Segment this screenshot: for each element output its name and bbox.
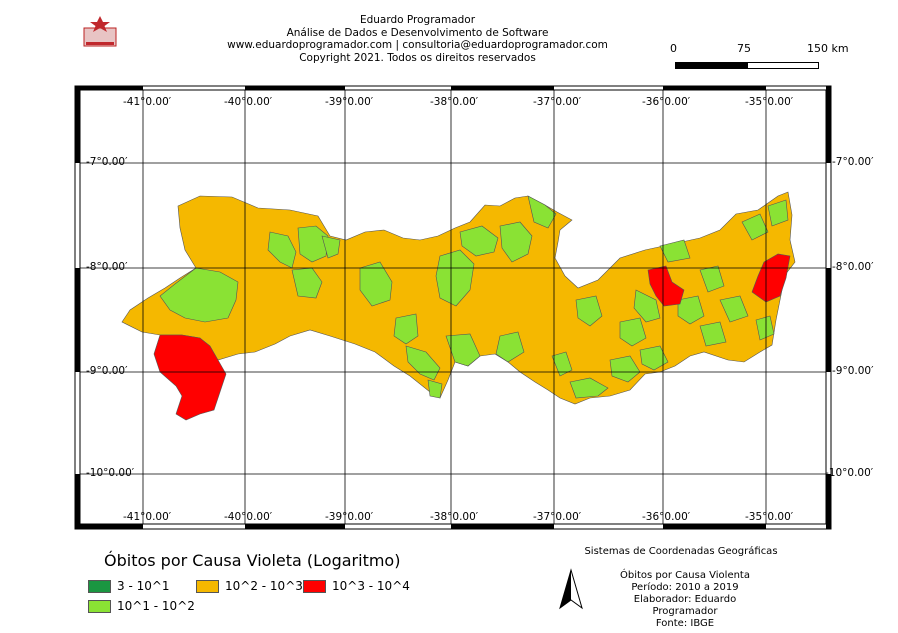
region-green-17 (569, 377, 609, 399)
region-green-18 (575, 295, 603, 327)
info-source: Fonte: IBGE (655, 618, 715, 629)
map-info: Óbitos por Causa Violenta Período: 2010 … (600, 570, 770, 630)
lat-label-left: -9°0.00′ (86, 365, 128, 377)
lat-label-left: -8°0.00′ (86, 261, 128, 273)
lat-label-right: -8°0.00′ (832, 261, 874, 273)
legend-swatch (88, 599, 111, 613)
lon-label-bottom: -41°0.00′ (123, 511, 172, 523)
lon-label-bottom: -36°0.00′ (642, 511, 691, 523)
choropleth-regions (121, 191, 796, 421)
info-title: Óbitos por Causa Violenta (620, 570, 750, 581)
region-green-24 (699, 265, 725, 293)
author-name: Eduardo Programador (359, 14, 476, 26)
region-green-30 (755, 315, 775, 341)
region-red-petrolina (153, 334, 227, 421)
author-subtitle: Análise de Dados e Desenvolvimento de So… (286, 26, 549, 39)
scale-segment-white (747, 62, 819, 69)
north-arrow-icon (558, 568, 584, 614)
region-green-23 (677, 295, 705, 325)
region-green-15 (495, 331, 525, 363)
region-green-13 (405, 345, 441, 381)
lon-label-top: -38°0.00′ (430, 96, 479, 108)
lon-label-top: -39°0.00′ (325, 96, 374, 108)
region-green-12 (445, 333, 481, 367)
legend-label: 10^3 - 10^4 (332, 579, 410, 593)
region-green-27 (719, 295, 749, 323)
legend-label: 10^1 - 10^2 (117, 599, 195, 613)
copyright: Copyright 2021. Todos os direitos reserv… (299, 51, 536, 64)
legend-title: Óbitos por Causa Violeta (Logaritmo) (104, 551, 401, 570)
lat-label-right: -7°0.00′ (832, 156, 874, 168)
region-green-19 (619, 317, 647, 347)
legend-swatch (196, 579, 219, 593)
region-green-6 (359, 261, 393, 307)
region-green-28 (659, 239, 691, 263)
region-green-10 (499, 221, 533, 263)
lon-label-top: -37°0.00′ (533, 96, 582, 108)
region-red-recife (751, 253, 791, 303)
region-green-14 (427, 379, 443, 399)
region-green-8 (435, 249, 475, 307)
lat-label-right: -9°0.00′ (832, 365, 874, 377)
legend-item: 10^3 - 10^4 (303, 579, 410, 593)
scale-label-0: 0 (670, 42, 677, 55)
lon-label-bottom: -40°0.00′ (224, 511, 273, 523)
company-logo (80, 14, 120, 50)
legend-label: 3 - 10^1 (117, 579, 170, 593)
lon-label-top: -40°0.00′ (224, 96, 273, 108)
lon-label-bottom: -37°0.00′ (533, 511, 582, 523)
scale-segment-black (675, 62, 747, 69)
lon-label-bottom: -39°0.00′ (325, 511, 374, 523)
scale-label-150: 150 km (807, 42, 849, 55)
legend-item: 3 - 10^1 (88, 579, 170, 593)
legend-item: 10^1 - 10^2 (88, 599, 195, 613)
lon-label-bottom: -38°0.00′ (430, 511, 479, 523)
legend-label: 10^2 - 10^3 (225, 579, 303, 593)
map-frame (74, 85, 832, 530)
author-contact: www.eduardoprogramador.com | consultoria… (227, 39, 608, 51)
region-green-21 (609, 355, 641, 383)
region-green-11 (527, 195, 557, 229)
info-period: Período: 2010 a 2019 (631, 582, 739, 593)
scale-label-75: 75 (737, 42, 751, 55)
region-green-16 (551, 351, 573, 377)
region-green-7 (393, 313, 419, 345)
region-green-20 (633, 289, 661, 323)
scale-bar: 0 75 150 km (665, 42, 855, 74)
region-green-22 (639, 345, 669, 371)
region-green-1 (159, 267, 239, 323)
coordinate-system: Sistemas de Coordenadas Geográficas (584, 546, 778, 557)
legend-swatch (88, 579, 111, 593)
lon-label-top: -35°0.00′ (745, 96, 794, 108)
lat-label-left: -10°0.00′ (86, 467, 135, 479)
lon-label-top: -36°0.00′ (642, 96, 691, 108)
region-green-25 (741, 213, 769, 241)
graticule (80, 90, 826, 524)
region-green-4 (321, 235, 341, 259)
lat-label-right: -10°0.00′ (825, 467, 874, 479)
lon-label-top: -41°0.00′ (123, 96, 172, 108)
region-green-3 (297, 225, 329, 263)
region-green-26 (767, 199, 789, 227)
legend-swatch (303, 579, 326, 593)
lon-label-bottom: -35°0.00′ (745, 511, 794, 523)
map-header: Eduardo Programador Análise de Dados e D… (180, 14, 655, 64)
info-author: Elaborador: Eduardo Programador (633, 594, 737, 617)
region-green-9 (459, 225, 499, 257)
region-red-caruaru (647, 265, 685, 307)
region-green-29 (699, 321, 727, 347)
lat-label-left: -7°0.00′ (86, 156, 128, 168)
legend-item: 10^2 - 10^3 (196, 579, 303, 593)
